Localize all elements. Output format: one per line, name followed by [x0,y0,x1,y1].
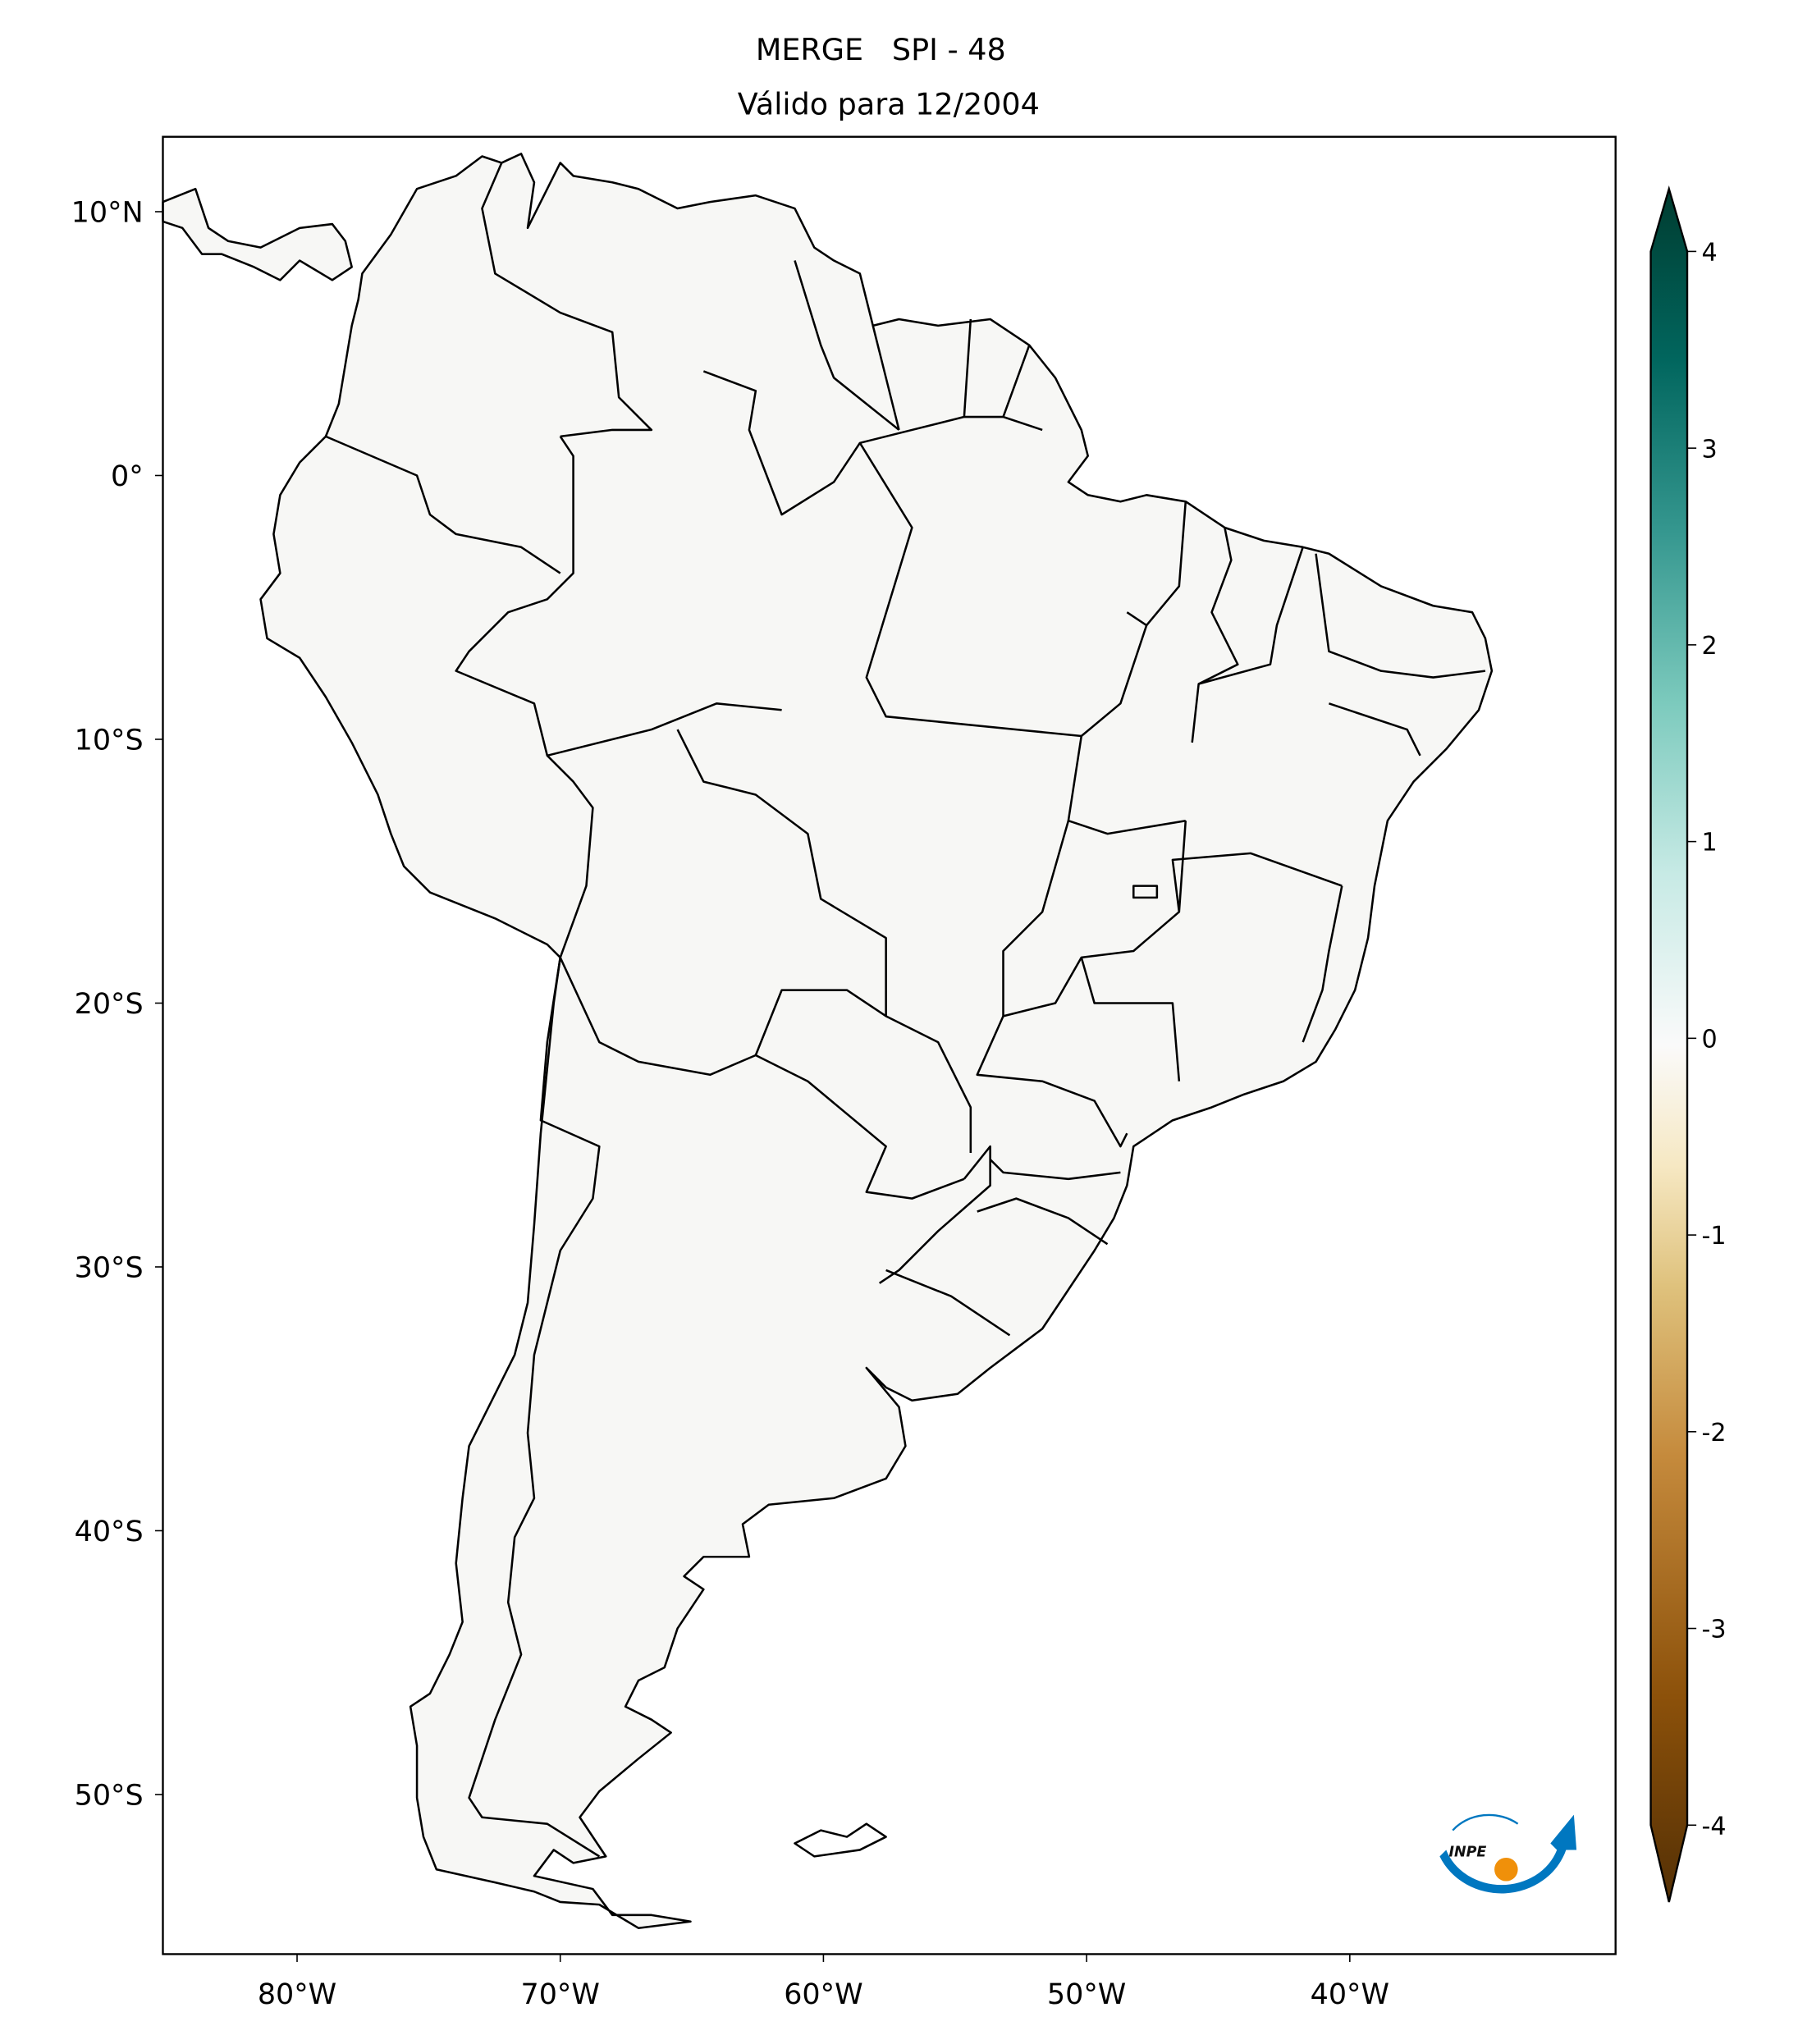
colorbar-tick-label: -4 [1701,1812,1726,1841]
svg-text:INPE: INPE [1448,1844,1486,1860]
lat-tick-label: 10°N [71,197,144,230]
country-borders [325,162,1486,1858]
lat-tick-label: 40°S [75,1516,144,1548]
colorbar-tick-label: 4 [1701,239,1717,268]
map-area: INPE [162,135,1617,1955]
lon-tick-label: 40°W [1311,1978,1389,2011]
inpe-logo: INPE [1439,1813,1577,1894]
title-line-1: MERGE SPI - 48 [756,32,1006,67]
colorbar-tick-label: 0 [1701,1025,1717,1054]
lon-tick-label: 50°W [1047,1978,1126,2011]
longitude-axis: 80°W 70°W 60°W 50°W 40°W [258,1954,1389,2011]
lat-tick-label: 20°S [75,988,144,1021]
lat-tick-label: 30°S [75,1252,144,1285]
lat-tick-label: 50°S [75,1780,144,1813]
latitude-axis: 10°N 0° 10°S 20°S 30°S 40°S 50°S [71,197,163,1813]
colorbar-tick-label: 1 [1701,829,1717,857]
colorbar-tick-label: -2 [1701,1419,1726,1447]
colorbar-ticks: 4 3 2 1 0 -1 -2 -3 -4 [1687,239,1727,1841]
lat-tick-label: 0° [111,460,144,493]
lon-tick-label: 70°W [521,1978,600,2011]
title-line-2: Válido para 12/2004 [738,87,1040,122]
colorbar-tick-label: 3 [1701,435,1717,464]
lat-tick-label: 10°S [75,725,144,757]
colorbar-bar [1649,185,1689,1903]
lon-tick-label: 60°W [784,1978,862,2011]
lon-tick-label: 80°W [258,1978,336,2011]
map-frame [162,135,1617,1955]
colorbar: 4 3 2 1 0 -1 -2 -3 -4 [1649,185,1727,1903]
colorbar-tick-label: -3 [1701,1616,1726,1644]
colorbar-tick-label: 2 [1701,632,1717,661]
falkland-islands [794,1822,887,1858]
colorbar-tick-label: -1 [1701,1222,1726,1251]
